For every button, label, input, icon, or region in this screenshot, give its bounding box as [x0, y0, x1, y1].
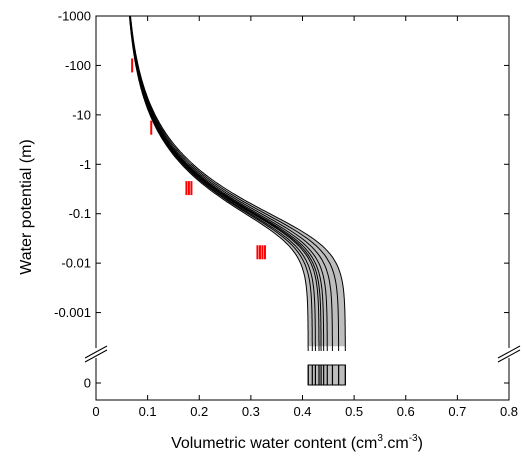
axis-ticks: 0 0.1 0.2 0.3 0.4 0.5 0.6 0.7 0.8 -1000 -100 -10 -1 -…: [54, 9, 518, 420]
y-tick-label: -0.01: [61, 256, 91, 271]
axis-break-mark-2: [497, 345, 521, 359]
x-tick-label: 0.6: [397, 404, 415, 419]
x-tick-label: 0: [92, 404, 99, 419]
x-tick-label: 0.7: [448, 404, 466, 419]
axis-break-mark-1: [84, 349, 108, 363]
axis-break-mark-1: [84, 345, 108, 359]
y-tick-label: -0.001: [54, 305, 91, 320]
x-axis-title: Volumetric water content (cm3.cm-3): [171, 433, 423, 452]
x-tick-label: 0.4: [293, 404, 311, 419]
x-tick-label: 0.3: [242, 404, 260, 419]
plot-area: [129, 15, 346, 386]
y-tick-label: -100: [65, 58, 91, 73]
y-tick-label: -10: [72, 107, 91, 122]
y-tick-label: 0: [84, 376, 91, 391]
x-tick-label: 0.2: [190, 404, 208, 419]
x-tick-label: 0.5: [345, 404, 363, 419]
y-tick-label: -1000: [58, 9, 91, 24]
x-tick-label: 0.1: [139, 404, 157, 419]
y-tick-label: -1: [79, 157, 91, 172]
axis-break-gap-1: [93, 348, 99, 358]
y-tick-label: -0.1: [69, 206, 91, 221]
axis-break-mark-2: [497, 349, 521, 363]
x-tick-label: 0.8: [500, 404, 518, 419]
axis-break-gap-2: [506, 348, 512, 358]
y-axis-title: Water potential (m): [18, 139, 35, 274]
series-line-10: [130, 15, 346, 351]
uncertainty-band: [181, 164, 346, 347]
